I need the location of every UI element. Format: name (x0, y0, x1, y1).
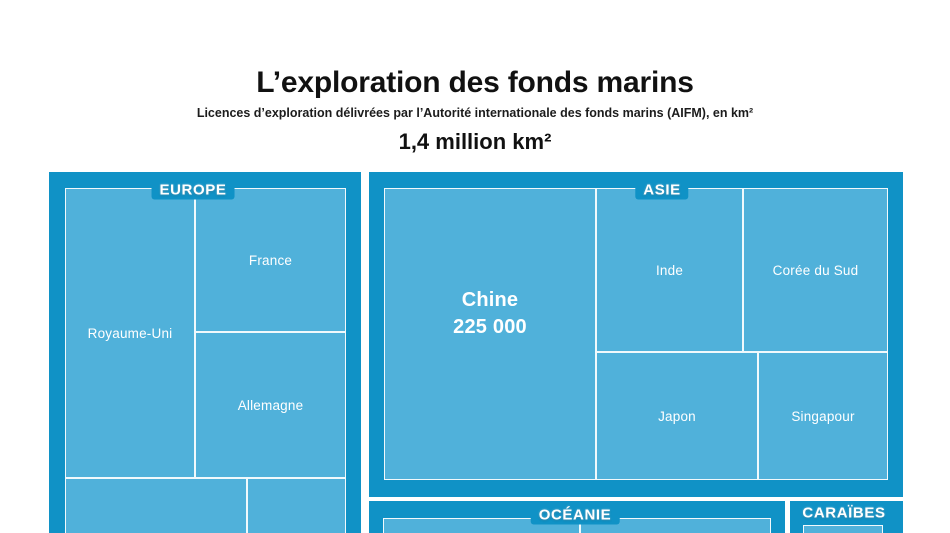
cell-cutoff (247, 478, 346, 533)
cell-cutoff (65, 478, 247, 533)
region-label-europe: EUROPE (151, 180, 235, 200)
cell-label: France (248, 252, 293, 268)
cell-allemagne: Allemagne (195, 332, 346, 478)
page-title: L’exploration des fonds marins (256, 66, 694, 100)
cell-france: France (195, 188, 346, 332)
cell-cutoff (580, 518, 771, 533)
region-label-caraibes: CARAÏBES (794, 503, 894, 523)
cell-label: Chine 225 000 (453, 287, 527, 341)
cell-royaume-uni: Royaume-Uni (65, 188, 195, 478)
region-label-asie: ASIE (635, 180, 689, 200)
cell-japon: Japon (596, 352, 758, 480)
region-label-oceanie: OCÉANIE (530, 505, 620, 525)
cell-cutoff (803, 525, 883, 533)
cell-singapour: Singapour (758, 352, 888, 480)
cell-label: Japon (658, 408, 696, 424)
cell-coree-du-sud: Corée du Sud (743, 188, 888, 352)
cell-label: Corée du Sud (772, 262, 859, 278)
page-subtitle: Licences d’exploration délivrées par l’A… (196, 105, 754, 120)
cell-label: Singapour (791, 408, 855, 424)
cell-value: 225 000 (453, 316, 527, 338)
cell-inde: Inde (596, 188, 743, 352)
cell-label: Inde (655, 262, 684, 278)
cell-chine: Chine 225 000 (384, 188, 596, 480)
total-area-label: 1,4 million km² (398, 129, 552, 154)
cell-label: Royaume-Uni (87, 325, 173, 341)
cell-label: Allemagne (237, 397, 304, 413)
